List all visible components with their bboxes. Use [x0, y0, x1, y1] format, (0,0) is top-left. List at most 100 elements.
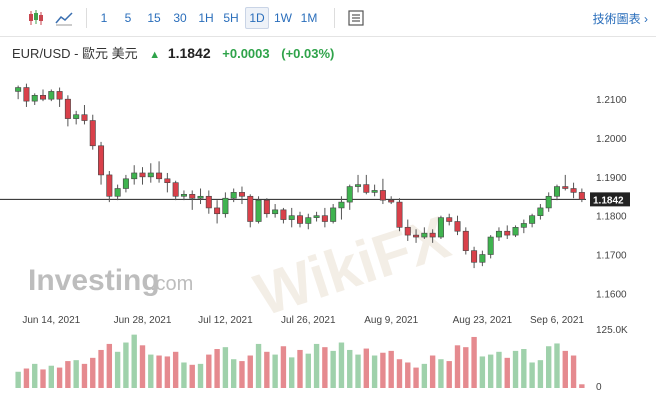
investing-watermark: Investing — [28, 264, 160, 297]
volume-bar — [512, 350, 519, 388]
candle-body — [338, 201, 345, 209]
timeframe-1d[interactable]: 1D — [245, 7, 269, 29]
x-axis-label: Jun 28, 2021 — [114, 315, 172, 326]
volume-bar — [579, 384, 585, 388]
volume-bar — [546, 346, 552, 388]
volume-bar — [189, 364, 195, 388]
volume-bar — [239, 361, 245, 388]
candle-body — [305, 217, 312, 224]
volume-bar — [181, 362, 187, 388]
settings-panel-icon[interactable] — [346, 8, 366, 28]
chart-toolbar: 1 5 15 30 1H 5H 1D 1W 1M 技術圖表 › — [0, 0, 656, 37]
candle-body — [164, 178, 171, 183]
candle-body — [40, 95, 47, 100]
candle-body — [379, 190, 386, 201]
volume-bar — [164, 356, 171, 388]
price-change: +0.0003 — [222, 46, 270, 61]
candle-body — [48, 91, 55, 100]
x-axis-label: Aug 23, 2021 — [453, 315, 513, 326]
timeframe-1h[interactable]: 1H — [198, 11, 214, 25]
x-axis-label: Jul 12, 2021 — [198, 315, 253, 326]
candle-body — [504, 230, 511, 236]
timeframe-1[interactable]: 1 — [100, 11, 108, 25]
candle-body — [413, 234, 420, 238]
candle-body — [421, 232, 428, 238]
candle-body — [73, 114, 80, 119]
volume-bar — [206, 354, 212, 388]
candle-body — [263, 199, 270, 215]
timeframe-30[interactable]: 30 — [173, 11, 187, 25]
candle-body — [454, 221, 461, 232]
candle-body — [578, 192, 585, 200]
volume-bar — [537, 360, 544, 388]
volume-bar — [529, 362, 535, 388]
y-axis-label: 1.1600 — [596, 289, 627, 300]
volume-bar — [438, 359, 444, 388]
volume-bar — [156, 355, 162, 388]
volume-bar — [230, 359, 237, 388]
candle-body — [429, 232, 436, 238]
candle-body — [230, 192, 237, 199]
volume-bar — [139, 345, 146, 388]
timeframe-1w[interactable]: 1W — [274, 11, 292, 25]
candle-body — [355, 184, 362, 187]
timeframe-15[interactable]: 15 — [147, 11, 161, 25]
volume-bar — [131, 334, 137, 388]
candle-body — [122, 178, 129, 189]
candle-body — [197, 195, 204, 199]
volume-bar — [355, 354, 361, 388]
candle-body — [272, 209, 279, 215]
volume-bar — [479, 356, 486, 388]
volume-bar — [98, 349, 104, 388]
candle-body — [255, 199, 262, 222]
volume-bar — [371, 355, 378, 388]
candle-body — [23, 87, 30, 102]
chevron-right-icon: › — [644, 12, 648, 26]
candle-body — [529, 215, 536, 224]
candle-body — [404, 227, 411, 236]
volume-bar — [313, 343, 320, 388]
volume-bar — [114, 351, 121, 388]
candle-body — [180, 194, 187, 197]
candle-body — [562, 186, 569, 189]
timeframe-1m[interactable]: 1M — [300, 11, 318, 25]
candle-body — [363, 184, 370, 193]
wikifx-watermark: WikiFX — [247, 203, 457, 328]
candle-body — [131, 172, 138, 180]
candle-body — [446, 217, 453, 222]
instrument-name: EUR/USD - 歐元 美元 — [12, 46, 138, 61]
volume-axis-label: 125.0K — [596, 325, 628, 336]
volume-bar — [388, 350, 394, 388]
y-axis-label: 1.1800 — [596, 212, 627, 223]
volume-bar — [487, 354, 494, 388]
candle-body — [346, 186, 353, 203]
candle-body — [495, 230, 502, 238]
candle-body — [479, 254, 486, 263]
quote-header: EUR/USD - 歐元 美元 ▲ 1.1842 +0.0003 (+0.03%… — [12, 44, 334, 62]
candle-body — [313, 215, 320, 218]
timeframe-5h[interactable]: 5H — [223, 11, 239, 25]
volume-bar — [496, 351, 502, 388]
candle-body — [214, 207, 221, 215]
timeframe-5[interactable]: 5 — [124, 11, 132, 25]
candle-body — [280, 209, 287, 220]
volume-bar — [264, 351, 270, 388]
investing-watermark-suffix: .com — [150, 273, 193, 295]
candle-body — [553, 186, 560, 197]
volume-bar — [322, 347, 328, 388]
volume-bar — [338, 342, 345, 388]
volume-bar — [380, 352, 386, 388]
area-chart-icon[interactable] — [54, 8, 74, 28]
candle-body — [89, 120, 96, 147]
volume-bar — [405, 362, 411, 388]
candle-body — [462, 230, 469, 251]
price-change-percent: (+0.03%) — [281, 46, 335, 61]
volume-bar — [15, 371, 21, 388]
volume-bar — [570, 355, 577, 388]
volume-bar — [421, 363, 428, 388]
technical-chart-link[interactable]: 技術圖表 › — [593, 10, 648, 27]
volume-bar — [330, 350, 336, 388]
candlestick-icon[interactable] — [26, 8, 46, 28]
volume-bar — [562, 350, 568, 388]
